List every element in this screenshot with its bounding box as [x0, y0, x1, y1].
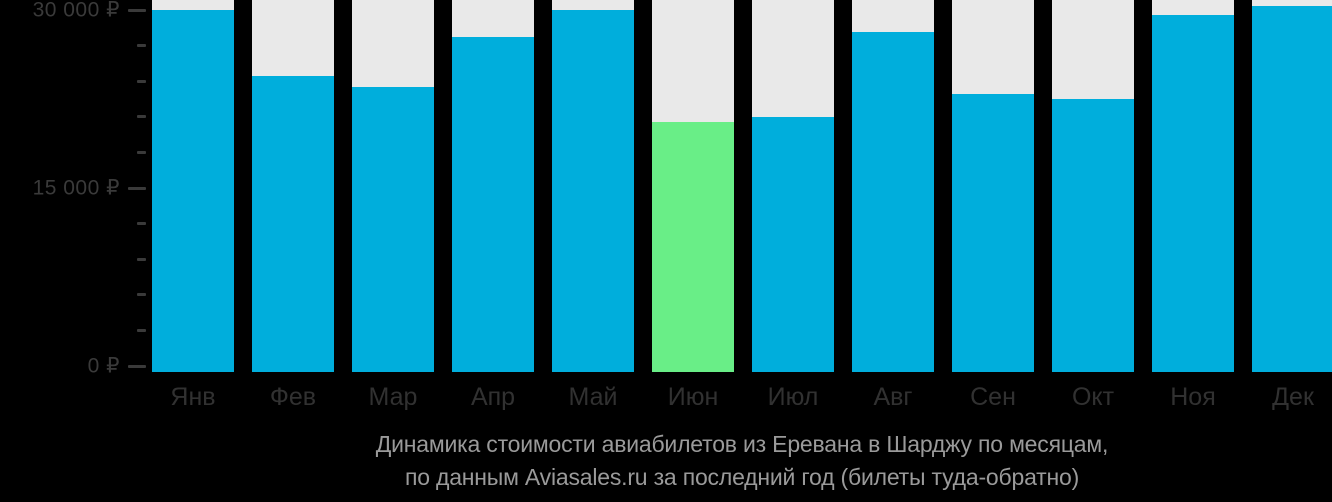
y-tick-minor — [137, 328, 146, 332]
bar-jan — [152, 10, 234, 372]
bar-mar — [352, 87, 434, 372]
x-axis-label-aug: Авг — [873, 383, 913, 411]
y-tick-major — [128, 8, 146, 12]
y-tick-minor — [137, 79, 146, 83]
x-axis-label-apr: Апр — [470, 383, 516, 411]
bar-oct — [1052, 99, 1134, 372]
caption-line-2: по данным Aviasales.ru за последний год … — [404, 464, 1080, 490]
x-axis-label-oct: Окт — [1071, 383, 1115, 411]
x-axis-label-mar: Мар — [368, 383, 418, 411]
y-tick-minor — [137, 222, 146, 226]
y-axis-label-0: 0 ₽ — [87, 354, 120, 378]
bar-sep — [952, 94, 1034, 372]
x-axis-label-jun: Июн — [667, 383, 719, 411]
y-axis-label-15000: 15 000 ₽ — [32, 176, 120, 200]
y-tick-minor — [137, 257, 146, 261]
x-axis-label-jul: Июл — [767, 383, 819, 411]
x-axis-label-dec: Дек — [1272, 383, 1314, 411]
bar-jul — [752, 117, 834, 372]
y-tick-minor — [137, 115, 146, 119]
bar-may — [552, 10, 634, 372]
y-tick-minor — [137, 44, 146, 48]
bar-aug — [852, 31, 934, 372]
y-tick-minor — [137, 293, 146, 297]
bar-feb — [252, 76, 334, 372]
bar-apr — [452, 36, 534, 372]
x-axis-label-nov: Ноя — [1170, 383, 1216, 411]
x-axis-label-may: Май — [568, 383, 618, 411]
x-axis-label-sep: Сен — [970, 383, 1016, 411]
x-axis-label-jan: Янв — [170, 383, 216, 411]
chart-caption: Динамика стоимости авиабилетов из Ереван… — [152, 428, 1332, 494]
bar-dec — [1252, 6, 1332, 372]
y-tick-major — [128, 186, 146, 190]
x-axis-label-feb: Фев — [269, 383, 317, 411]
y-tick-major — [128, 364, 146, 368]
y-tick-minor — [137, 150, 146, 154]
bar-nov — [1152, 14, 1234, 372]
caption-line-1: Динамика стоимости авиабилетов из Ереван… — [375, 431, 1109, 457]
y-axis-label-30000: 30 000 ₽ — [32, 0, 120, 22]
bar-jun-lowest — [652, 122, 734, 372]
